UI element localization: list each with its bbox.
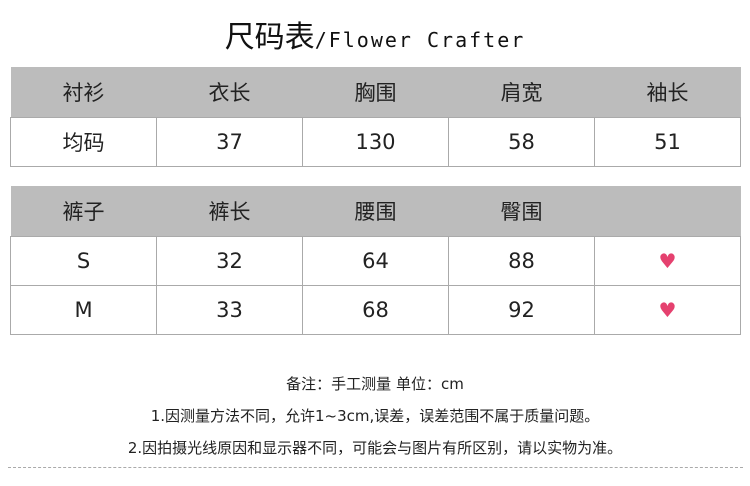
header-cell: 裤子 — [10, 186, 157, 237]
cell: S — [10, 236, 157, 286]
pants-size-table: 裤子 裤长 腰围 臀围 S 32 64 88 ♥ M 33 68 92 ♥ — [10, 186, 741, 335]
cell: 51 — [594, 117, 741, 167]
note-heading: 备注：手工测量 单位：cm — [286, 375, 464, 393]
cell: 68 — [302, 285, 449, 335]
cell: ♥ — [594, 236, 741, 286]
cell: 58 — [448, 117, 595, 167]
header-cell: 肩宽 — [448, 67, 595, 118]
heart-icon: ♥ — [658, 298, 677, 322]
table-row: 均码 37 130 58 51 — [10, 117, 741, 167]
divider — [8, 467, 743, 468]
header-cell: 臀围 — [448, 186, 595, 237]
cell: 33 — [156, 285, 303, 335]
header-cell — [594, 186, 741, 237]
cell: M — [10, 285, 157, 335]
header-cell: 腰围 — [302, 186, 449, 237]
table-header: 衬衫 衣长 胸围 肩宽 袖长 — [10, 67, 741, 118]
cell: 均码 — [10, 117, 157, 167]
cell: 130 — [302, 117, 449, 167]
table-row: S 32 64 88 ♥ — [10, 236, 741, 286]
table-header: 裤子 裤长 腰围 臀围 — [10, 186, 741, 237]
note-item: 2.因拍摄光线原因和显示器不同，可能会与图片有所区别，请以实物为准。 — [127, 439, 623, 457]
title-brand: /Flower Crafter — [314, 28, 526, 52]
header-cell: 裤长 — [156, 186, 303, 237]
table-row: M 33 68 92 ♥ — [10, 285, 741, 335]
cell: 92 — [448, 285, 595, 335]
cell: 32 — [156, 236, 303, 286]
header-cell: 衬衫 — [10, 67, 157, 118]
note-item: 1.因测量方法不同，允许1~3cm,误差，误差范围不属于质量问题。 — [150, 407, 600, 425]
page-title: 尺码表/Flower Crafter — [0, 12, 750, 56]
title-cn: 尺码表 — [224, 20, 315, 55]
shirt-size-table: 衬衫 衣长 胸围 肩宽 袖长 均码 37 130 58 51 — [10, 67, 741, 167]
header-cell: 衣长 — [156, 67, 303, 118]
cell: 64 — [302, 236, 449, 286]
notes: 备注：手工测量 单位：cm 1.因测量方法不同，允许1~3cm,误差，误差范围不… — [0, 368, 750, 464]
cell: 88 — [448, 236, 595, 286]
header-cell: 袖长 — [594, 67, 741, 118]
header-cell: 胸围 — [302, 67, 449, 118]
cell: ♥ — [594, 285, 741, 335]
cell: 37 — [156, 117, 303, 167]
heart-icon: ♥ — [658, 249, 677, 273]
